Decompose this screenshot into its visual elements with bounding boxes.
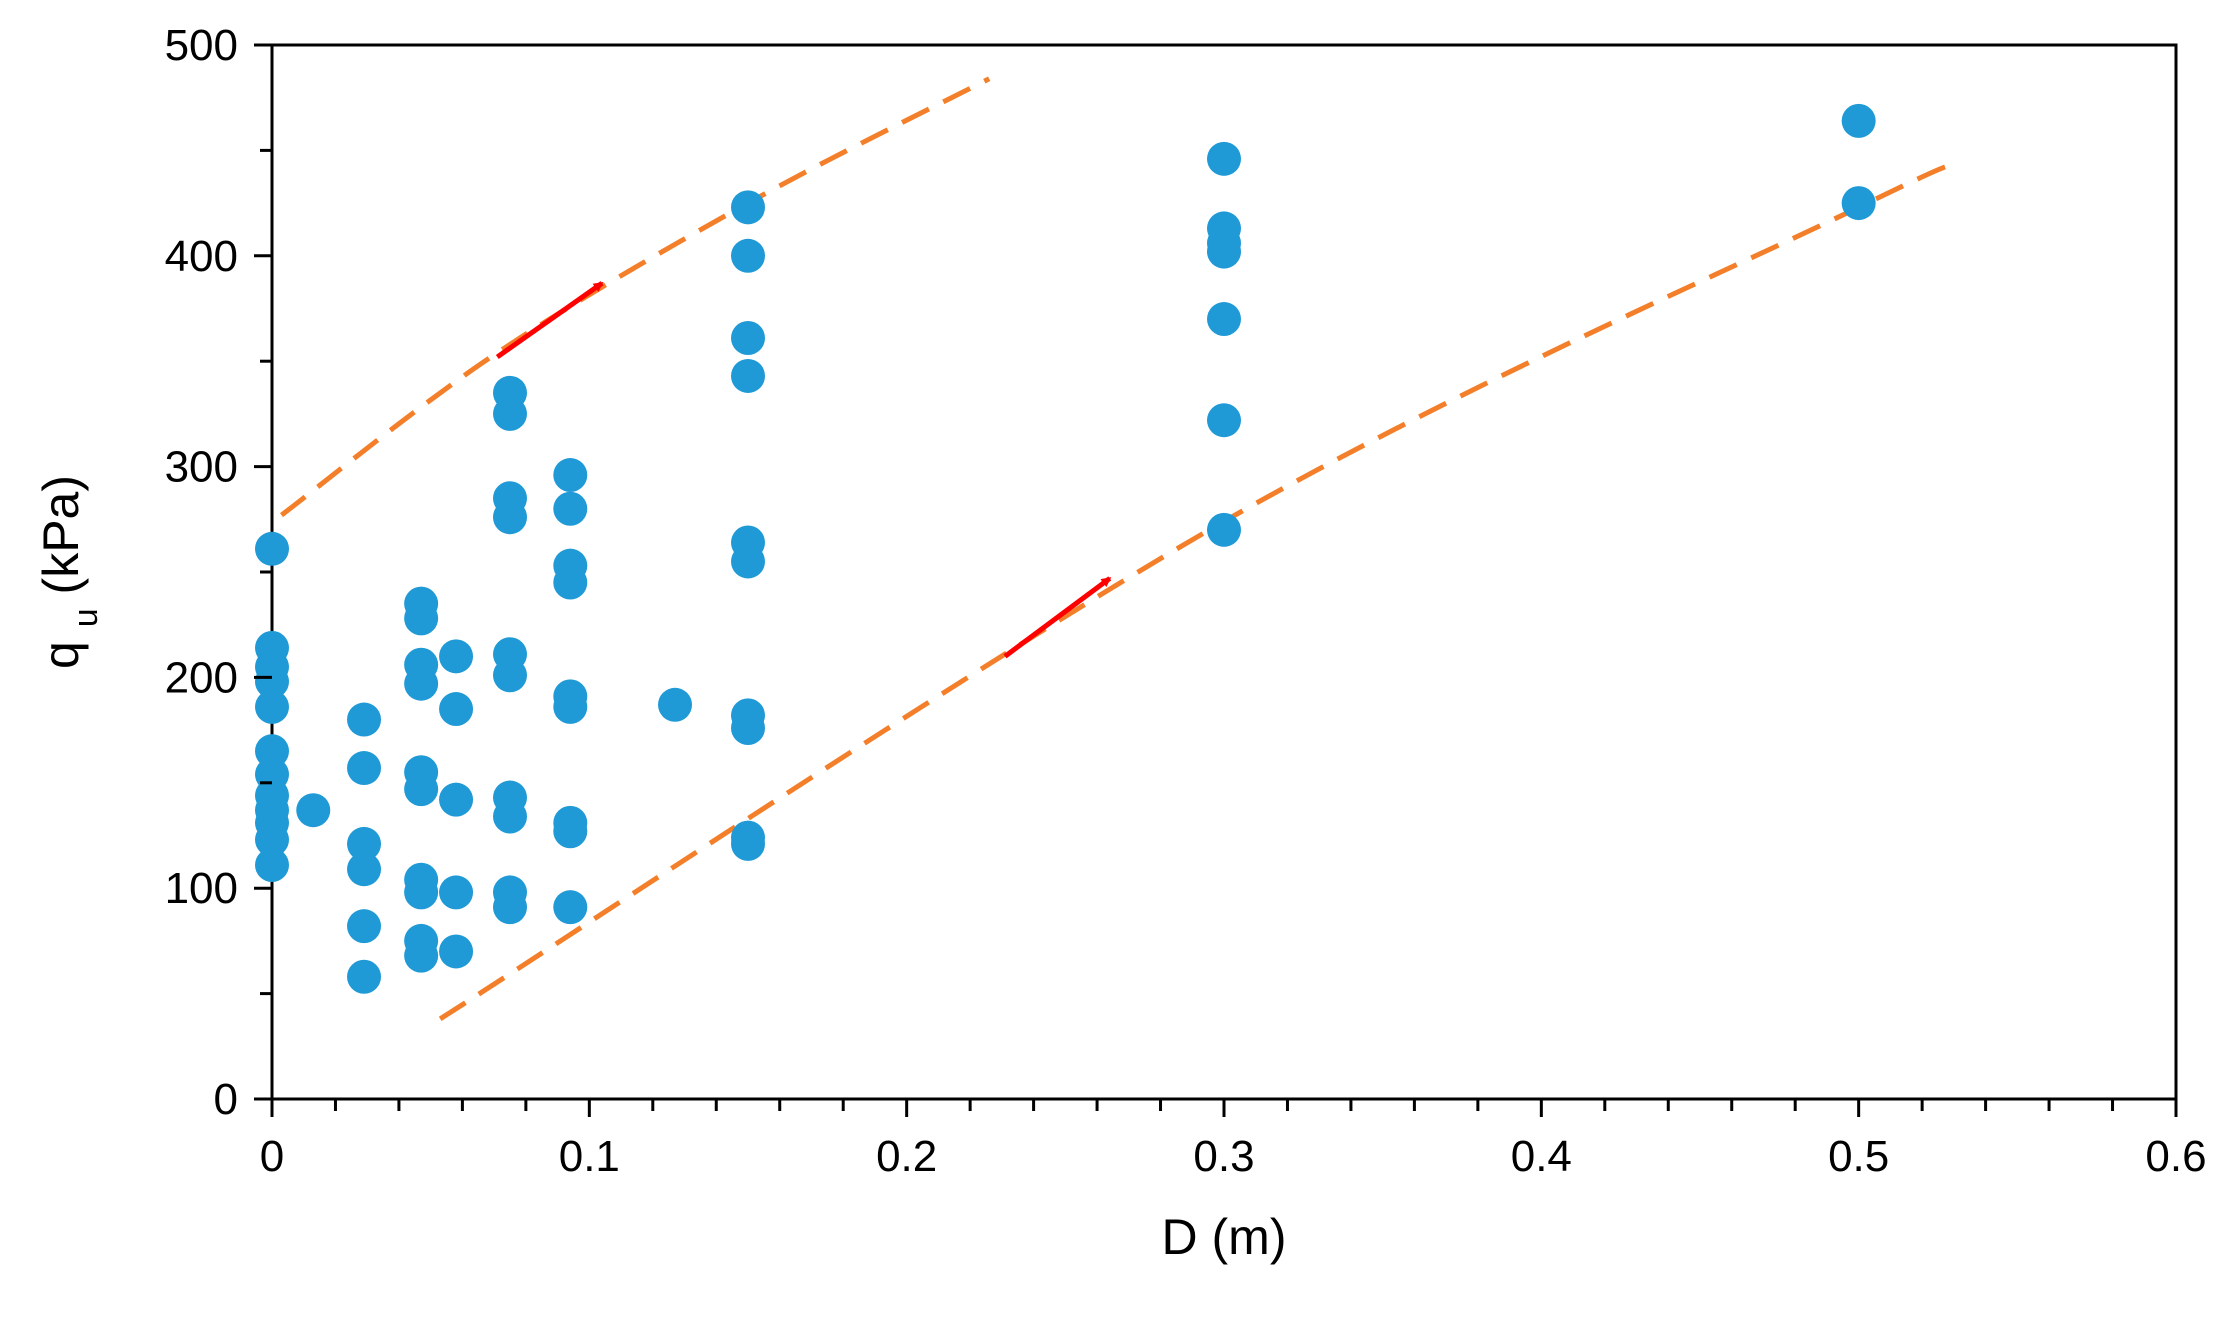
data-point [296,793,331,828]
x-tick-label: 0.6 [2145,1132,2206,1181]
y-tick-label: 200 [165,653,238,702]
data-point [553,565,588,600]
bound-lines [280,76,1955,1022]
x-tick-label: 0.3 [1193,1132,1254,1181]
data-point [347,909,382,944]
data-point [1207,512,1241,547]
data-point [404,875,439,910]
data-point [255,689,289,724]
data-point [731,544,765,579]
trend-arrow [495,281,604,360]
y-axis-title-unit: (kPa) [33,475,89,594]
data-point [255,822,289,857]
data-point [731,826,765,861]
data-point [1841,103,1876,138]
data-point [493,799,527,834]
data-point [439,639,474,674]
data-point [1207,403,1241,438]
data-point [731,190,765,225]
x-tick-label: 0.5 [1828,1132,1889,1181]
y-tick-label: 400 [165,232,238,281]
data-point [1841,186,1876,221]
data-point [347,959,382,994]
y-tick-label: 300 [165,443,238,492]
data-point [731,321,765,356]
data-point [347,852,382,887]
data-point [731,358,765,393]
tick-labels: 0 0.1 0.2 0.3 0.4 0.5 0.6 0 100 200 300 400 500 [165,21,2207,1181]
data-point [553,689,588,724]
upper-bound-line [280,76,991,518]
data-point [404,666,439,701]
lower-bound-line [438,162,1955,1022]
data-point [404,772,439,807]
data-point [255,531,289,566]
data-point [731,238,765,273]
data-point [439,934,474,969]
x-tick-label: 0.4 [1511,1132,1572,1181]
data-point [658,687,693,722]
data-point [404,938,439,973]
data-point [439,692,474,727]
data-point [553,814,588,849]
data-point [347,826,382,861]
axis-ticks [254,43,2178,1117]
data-point [347,702,382,737]
y-axis-title-group: q u (kPa) [33,475,105,669]
x-tick-label: 0 [260,1132,284,1181]
trend-arrow [1003,576,1112,659]
y-tick-label: 0 [214,1075,238,1124]
x-axis-title: D (m) [1162,1209,1287,1265]
y-tick-label: 100 [165,864,238,913]
data-point [493,658,527,693]
data-point [553,491,588,526]
data-point [404,601,439,636]
y-axis-title-main: q [33,641,89,669]
data-point [553,458,588,493]
y-axis-title: q u (kPa) [33,475,105,669]
data-points [255,103,1876,994]
data-point [255,664,289,699]
data-point [493,500,527,535]
data-point [439,875,474,910]
y-axis-title-subscript: u [67,608,105,627]
data-point [1207,141,1241,176]
trend-arrows [495,281,1112,659]
data-point [347,751,382,786]
data-point [493,890,527,925]
data-point [1207,302,1241,337]
data-point [493,396,527,431]
x-tick-label: 0.1 [559,1132,620,1181]
data-point [731,710,765,745]
x-tick-label: 0.2 [876,1132,937,1181]
data-point [439,782,474,817]
y-tick-label: 500 [165,21,238,70]
data-point [553,890,588,925]
data-point [255,848,289,883]
data-point [1207,234,1241,269]
